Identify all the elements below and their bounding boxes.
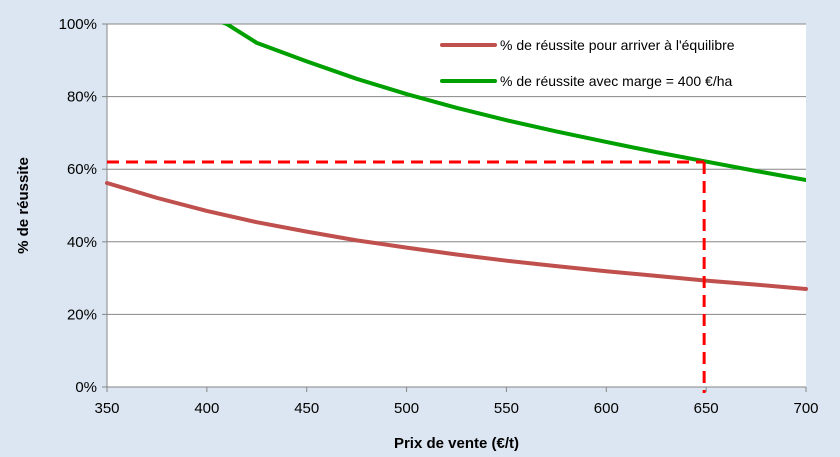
gridlines bbox=[107, 23, 806, 315]
x-tick-label: 600 bbox=[594, 400, 619, 417]
x-tick-label: 400 bbox=[194, 400, 219, 417]
legend: % de réussite pour arriver à l'équilibre… bbox=[440, 37, 735, 89]
y-tick-label: 80% bbox=[67, 89, 97, 106]
x-tick-label: 650 bbox=[694, 400, 719, 417]
legend-label: % de réussite pour arriver à l'équilibre bbox=[500, 37, 735, 53]
plot-area bbox=[107, 24, 806, 387]
y-axis-title: % de réussite bbox=[15, 157, 32, 254]
x-tick-label: 550 bbox=[494, 400, 519, 417]
series-layer bbox=[105, 24, 808, 291]
tick-labels: 350 400 450 500 550 600 650 700 0% 20% 40% 60% 80% 10… bbox=[59, 16, 819, 417]
y-tick-label: 20% bbox=[67, 306, 97, 323]
y-tick-label: 0% bbox=[75, 379, 97, 396]
reference-lines bbox=[107, 160, 706, 393]
y-tick-label: 100% bbox=[59, 16, 97, 33]
legend-label: % de réussite avec marge = 400 €/ha bbox=[500, 73, 733, 89]
x-axis-title: Prix de vente (€/t) bbox=[394, 435, 519, 452]
y-tick-label: 60% bbox=[67, 161, 97, 178]
series-line-marge bbox=[220, 24, 806, 183]
x-tick-label: 700 bbox=[793, 400, 818, 417]
axes bbox=[102, 23, 807, 392]
x-tick-label: 500 bbox=[394, 400, 419, 417]
x-tick-label: 350 bbox=[94, 400, 119, 417]
y-tick-label: 40% bbox=[67, 234, 97, 251]
series-line-equilibre bbox=[105, 180, 808, 291]
x-tick-label: 450 bbox=[294, 400, 319, 417]
